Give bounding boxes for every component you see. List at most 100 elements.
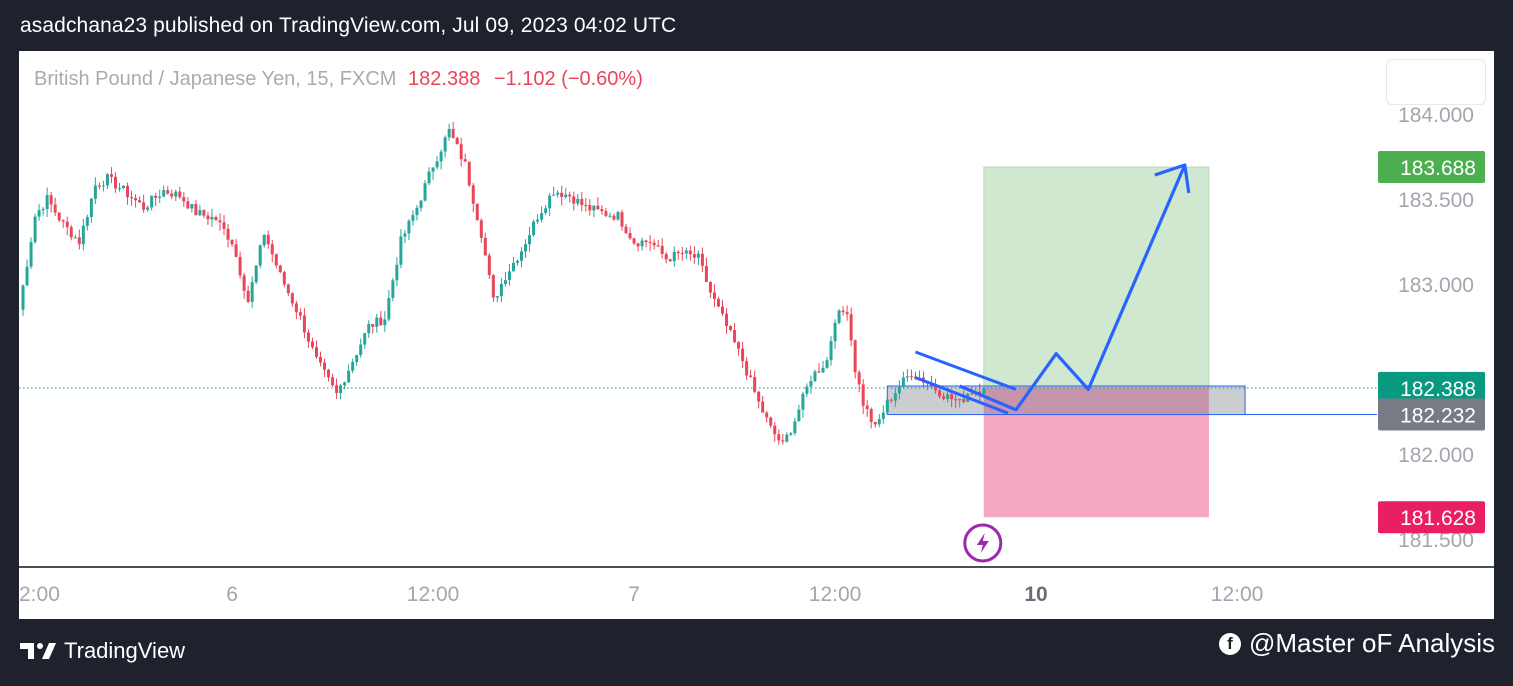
candle-body — [588, 205, 592, 211]
candle-body — [680, 253, 684, 255]
candle-body — [218, 220, 222, 223]
candle-body — [347, 370, 351, 383]
candle-body — [319, 356, 322, 363]
candle-body — [499, 284, 503, 297]
x-tick-label: 7 — [628, 583, 640, 606]
horizontal-level-badge: 182.232 — [1400, 405, 1476, 428]
candle-body — [419, 200, 423, 208]
candle-body — [459, 144, 463, 160]
candle-body — [781, 440, 785, 442]
channel-upper-line — [914, 350, 1017, 391]
candle-body — [809, 381, 813, 387]
candle-body — [142, 202, 146, 210]
candle-body — [901, 377, 905, 387]
candle-body — [576, 198, 580, 204]
candle-body — [793, 421, 797, 434]
candle-body — [544, 208, 548, 214]
x-tick-label: 12:00 — [809, 583, 862, 606]
candle-body — [652, 242, 656, 246]
candle-body — [81, 225, 85, 245]
candle-body — [302, 315, 306, 333]
candle-body — [41, 208, 45, 211]
candle-body — [524, 244, 528, 252]
candle-body — [447, 128, 451, 138]
candle-body — [254, 265, 258, 283]
symbol-name[interactable]: British Pound / Japanese Yen, 15, FXCM — [34, 68, 397, 90]
candle-body — [761, 401, 765, 413]
candle-body — [556, 192, 560, 195]
candle-body — [21, 285, 25, 310]
last-price-badge-bg — [1378, 372, 1485, 405]
candle-body — [572, 196, 576, 204]
legend-price-change: −1.102 (−0.60%) — [493, 68, 643, 90]
candle-body — [85, 216, 89, 226]
candle-body — [821, 367, 825, 373]
candle-body — [286, 284, 290, 294]
candle-body — [230, 239, 234, 245]
candle-body — [475, 203, 479, 221]
target-price-badge: 183.688 — [1400, 157, 1476, 180]
candle-body — [660, 245, 664, 254]
candle-body — [495, 296, 499, 298]
facebook-icon: f — [1218, 632, 1241, 655]
candle-body — [134, 198, 138, 201]
candle-body — [676, 251, 680, 254]
candle-body — [431, 167, 435, 172]
candle-body — [628, 233, 632, 239]
candle-body — [491, 274, 495, 298]
chart-corner-widget[interactable] — [1386, 59, 1486, 105]
candle-body — [841, 310, 845, 313]
candle-body — [395, 264, 399, 281]
candle-body — [789, 433, 793, 435]
candle-body — [737, 342, 741, 349]
chart-panel[interactable]: 184.000 183.500 183.000 182.000 181.500 183.6… — [19, 51, 1494, 619]
candle-body — [865, 405, 869, 410]
candles-group — [21, 121, 986, 445]
candle-body — [25, 266, 29, 286]
tradingview-brand[interactable]: TradingView — [20, 638, 185, 664]
candle-body — [234, 244, 238, 257]
lightning-event-icon — [963, 523, 1003, 563]
candle-body — [443, 137, 447, 152]
candle-body — [833, 322, 837, 342]
x-tick-label: 12:00 — [1211, 583, 1264, 606]
candle-body — [122, 185, 126, 189]
candle-body — [741, 348, 745, 362]
candle-body — [733, 330, 737, 343]
candle-body — [202, 210, 206, 216]
candle-body — [520, 251, 523, 261]
brand-name: TradingView — [64, 638, 186, 663]
candle-body — [109, 174, 113, 177]
candle-body — [130, 197, 134, 199]
candle-body — [889, 399, 893, 401]
event-icon-bolt — [976, 533, 989, 553]
candle-body — [479, 220, 483, 238]
candle-body — [560, 192, 564, 198]
candle-body — [367, 324, 371, 334]
candle-body — [592, 205, 596, 211]
candle-body — [857, 372, 861, 385]
candle-body — [934, 385, 938, 391]
candle-body — [335, 385, 339, 394]
candle-body — [721, 306, 724, 314]
candle-body — [837, 310, 841, 323]
candle-body — [616, 212, 620, 220]
candlestick-chart[interactable]: 184.000 183.500 183.000 182.000 181.500 183.6… — [19, 51, 1494, 619]
candle-body — [77, 237, 81, 245]
candle-body — [423, 183, 427, 201]
candle-body — [757, 391, 761, 402]
candle-body — [712, 292, 716, 299]
credit-text: @Master oF Analysis — [1248, 628, 1495, 658]
candle-body — [101, 185, 105, 187]
candle-body — [222, 222, 226, 229]
candle-body — [829, 341, 833, 361]
candle-body — [242, 275, 246, 291]
candle-body — [632, 238, 636, 244]
candle-body — [226, 228, 230, 240]
candle-body — [471, 185, 475, 204]
candle-body — [150, 195, 154, 208]
candle-body — [853, 340, 857, 373]
candle-body — [648, 242, 652, 244]
candle-body — [407, 220, 411, 234]
y-tick-label: 183.500 — [1398, 189, 1474, 212]
